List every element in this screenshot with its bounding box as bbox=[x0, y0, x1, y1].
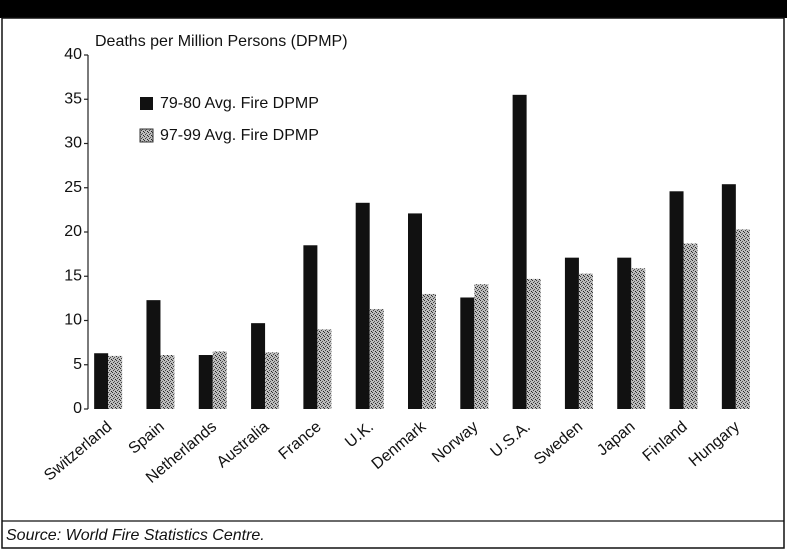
x-tick-label: Sweden bbox=[531, 418, 586, 468]
y-tick-label: 40 bbox=[64, 46, 82, 63]
bar bbox=[422, 293, 436, 409]
bar bbox=[94, 353, 109, 409]
y-tick-label: 15 bbox=[64, 267, 82, 284]
bar bbox=[631, 268, 646, 409]
bar bbox=[408, 213, 422, 409]
legend-label: 79-80 Avg. Fire DPMP bbox=[160, 95, 319, 112]
bar bbox=[460, 297, 475, 409]
y-tick-label: 25 bbox=[64, 179, 82, 196]
x-tick-label: Switzerland bbox=[41, 418, 115, 484]
bar bbox=[108, 355, 123, 409]
bar bbox=[303, 245, 318, 409]
x-tick-label: Spain bbox=[125, 418, 167, 457]
legend-swatch bbox=[139, 128, 154, 143]
axis-title: Deaths per Million Persons (DPMP) bbox=[95, 33, 348, 50]
bar bbox=[146, 300, 161, 409]
y-tick-label: 35 bbox=[64, 90, 82, 107]
bar bbox=[198, 355, 213, 409]
x-tick-label: France bbox=[276, 418, 325, 463]
bar bbox=[721, 184, 736, 409]
bar bbox=[265, 352, 280, 409]
frame bbox=[1, 17, 785, 549]
bar bbox=[735, 229, 750, 409]
y-tick-label: 10 bbox=[64, 312, 82, 329]
bar bbox=[317, 329, 332, 409]
bar bbox=[526, 278, 541, 409]
legend-label: 97-99 Avg. Fire DPMP bbox=[160, 127, 319, 144]
bar bbox=[355, 202, 370, 409]
y-tick-label: 5 bbox=[73, 356, 82, 373]
bar bbox=[160, 355, 175, 409]
x-tick-label: Hungary bbox=[686, 418, 743, 470]
source: Source: World Fire Statistics Centre. bbox=[6, 527, 265, 544]
bar bbox=[683, 243, 698, 409]
legend-swatch bbox=[140, 97, 153, 110]
y-tick-label: 0 bbox=[73, 400, 82, 417]
x-tick-label: U.K. bbox=[342, 418, 377, 451]
bar bbox=[212, 351, 227, 409]
x-tick-label: Denmark bbox=[369, 418, 430, 473]
x-tick-label: Australia bbox=[214, 418, 273, 471]
bar bbox=[564, 257, 579, 409]
bar bbox=[251, 323, 266, 409]
x-tick-label: Norway bbox=[429, 418, 481, 466]
header-bar bbox=[0, 0, 787, 18]
bar bbox=[512, 94, 527, 409]
bar bbox=[617, 257, 632, 409]
bar bbox=[669, 191, 684, 409]
bar bbox=[474, 284, 489, 409]
x-tick-label: U.S.A. bbox=[488, 418, 534, 461]
y-tick-label: 20 bbox=[64, 223, 82, 240]
bar bbox=[578, 273, 593, 409]
bar bbox=[369, 308, 384, 409]
y-tick-label: 30 bbox=[64, 135, 82, 152]
x-tick-label: Japan bbox=[594, 418, 638, 459]
x-tick-label: Finland bbox=[640, 418, 691, 465]
